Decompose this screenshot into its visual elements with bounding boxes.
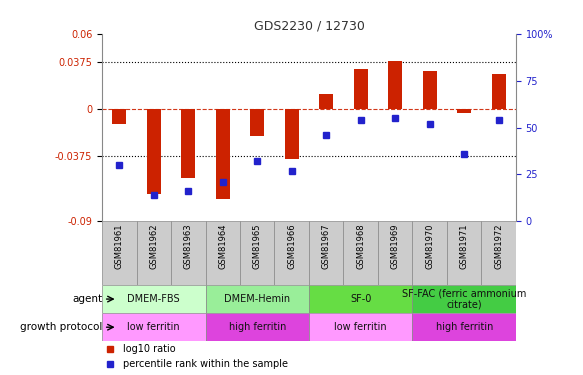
Text: GSM81970: GSM81970 <box>425 224 434 269</box>
Text: high ferritin: high ferritin <box>436 322 493 332</box>
Bar <box>216 109 230 199</box>
Bar <box>457 109 471 112</box>
Bar <box>240 221 275 285</box>
Text: GSM81967: GSM81967 <box>322 224 331 269</box>
Bar <box>447 221 482 285</box>
Text: growth protocol: growth protocol <box>20 322 102 332</box>
Text: high ferritin: high ferritin <box>229 322 286 332</box>
Bar <box>354 69 368 109</box>
Bar <box>309 285 413 313</box>
Bar <box>423 71 437 109</box>
Text: GSM81963: GSM81963 <box>184 224 193 269</box>
Bar <box>205 313 309 341</box>
Text: log10 ratio: log10 ratio <box>122 344 175 354</box>
Bar <box>492 74 505 109</box>
Text: low ferritin: low ferritin <box>128 322 180 332</box>
Title: GDS2230 / 12730: GDS2230 / 12730 <box>254 20 364 33</box>
Text: GSM81971: GSM81971 <box>460 224 469 269</box>
Bar <box>102 285 205 313</box>
Text: agent: agent <box>72 294 102 304</box>
Bar <box>413 221 447 285</box>
Text: GSM81962: GSM81962 <box>149 224 158 269</box>
Text: GSM81964: GSM81964 <box>218 224 227 269</box>
Text: GSM81968: GSM81968 <box>356 224 365 269</box>
Bar <box>413 285 516 313</box>
Bar <box>309 221 343 285</box>
Bar <box>378 221 413 285</box>
Text: GSM81961: GSM81961 <box>115 224 124 269</box>
Text: DMEM-Hemin: DMEM-Hemin <box>224 294 290 304</box>
Text: SF-0: SF-0 <box>350 294 371 304</box>
Bar <box>343 221 378 285</box>
Bar <box>309 313 413 341</box>
Bar <box>275 221 309 285</box>
Text: low ferritin: low ferritin <box>335 322 387 332</box>
Bar <box>205 221 240 285</box>
Bar <box>388 61 402 109</box>
Text: GSM81969: GSM81969 <box>391 224 400 269</box>
Bar <box>171 221 205 285</box>
Bar <box>250 109 264 136</box>
Bar <box>205 285 309 313</box>
Text: GSM81972: GSM81972 <box>494 224 503 269</box>
Bar <box>147 109 161 194</box>
Bar <box>113 109 126 124</box>
Bar <box>319 94 333 109</box>
Bar <box>482 221 516 285</box>
Bar <box>102 313 205 341</box>
Text: SF-FAC (ferric ammonium
citrate): SF-FAC (ferric ammonium citrate) <box>402 288 526 310</box>
Text: GSM81966: GSM81966 <box>287 224 296 269</box>
Bar <box>181 109 195 177</box>
Text: GSM81965: GSM81965 <box>253 224 262 269</box>
Bar <box>285 109 298 159</box>
Text: percentile rank within the sample: percentile rank within the sample <box>122 359 288 369</box>
Bar <box>136 221 171 285</box>
Bar <box>102 221 136 285</box>
Bar <box>413 313 516 341</box>
Text: DMEM-FBS: DMEM-FBS <box>128 294 180 304</box>
